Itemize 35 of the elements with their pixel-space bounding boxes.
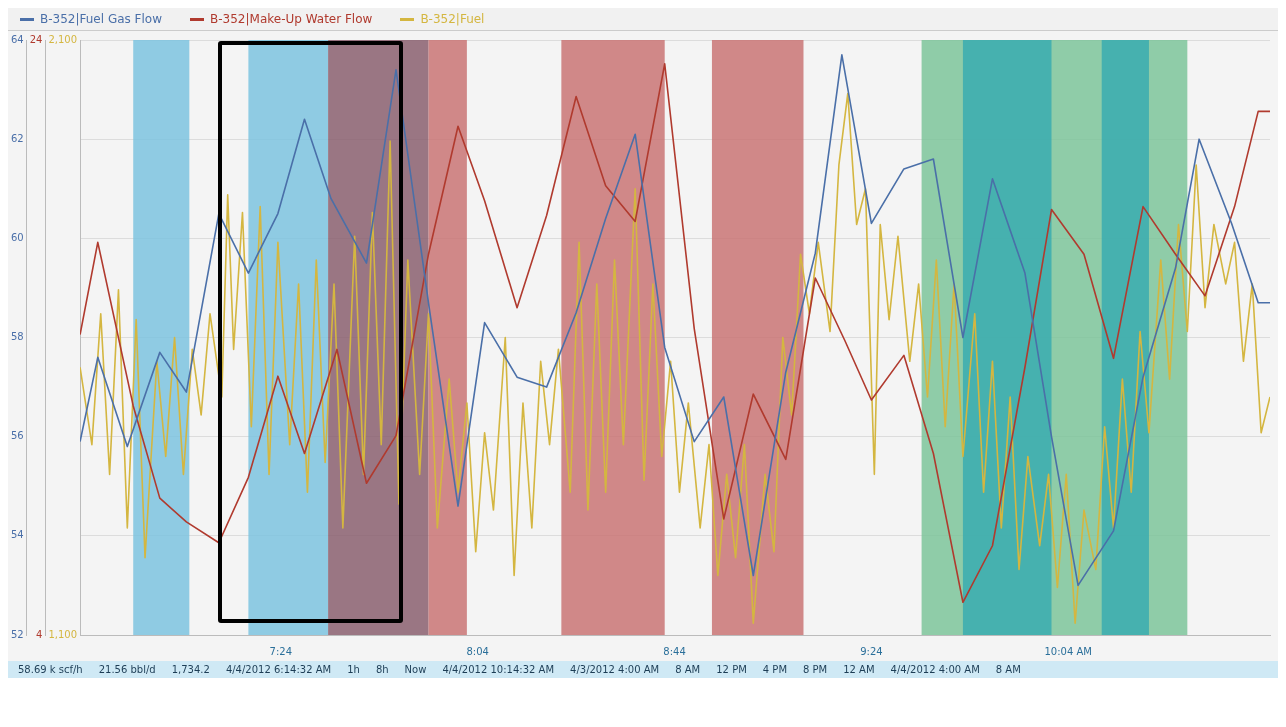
x-tick-label: 8:44 [663, 645, 686, 657]
text: 4/4/2012 6:14:32 AM [225, 664, 332, 675]
text: 4/4/2012 10:14:32 AM [442, 664, 555, 675]
legend-label: B-352|Fuel [420, 12, 485, 26]
y-tick-label: 56 [10, 430, 24, 442]
text: 4 PM [762, 664, 788, 675]
y-tick-label: 60 [10, 231, 24, 243]
text: 8h [375, 664, 389, 675]
legend-label: B-352|Fuel Gas Flow [40, 12, 163, 26]
text: 12 AM [843, 664, 875, 675]
text: Now [404, 664, 427, 675]
y3-tick-label: 2,100 [48, 33, 78, 45]
text: 8 PM [803, 664, 828, 675]
text: 12 PM [716, 664, 747, 675]
x-tick-label: 10:04 AM [1044, 645, 1092, 657]
text: 58.69 k scf/h [18, 664, 83, 675]
x-tick-label: 8:04 [466, 645, 489, 657]
y-tick-label: 64 [10, 33, 24, 45]
text: 1h [347, 664, 360, 675]
text: 4/4/2012 4:00 AM [890, 664, 980, 675]
y-tick-label: 62 [10, 132, 24, 144]
text: 4/3/2012 4:00 AM [570, 664, 660, 675]
y-tick-label: 52 [10, 628, 24, 640]
text: 21.56 bbl/d [98, 664, 156, 675]
x-tick-label: 9:24 [860, 645, 883, 657]
text: 1,734.2 [171, 664, 210, 675]
x-tick-label: 7:24 [269, 645, 293, 657]
y-tick-label: 54 [10, 529, 24, 541]
text: 8 AM [995, 664, 1021, 675]
legend-label: B-352|Make-Up Water Flow [210, 12, 373, 26]
y2-tick-label: 24 [29, 33, 43, 45]
y2-tick-label: 4 [36, 628, 43, 640]
y-tick-label: 58 [10, 331, 24, 343]
y3-tick-label: 1,100 [48, 628, 78, 640]
text: 8 AM [675, 664, 701, 675]
